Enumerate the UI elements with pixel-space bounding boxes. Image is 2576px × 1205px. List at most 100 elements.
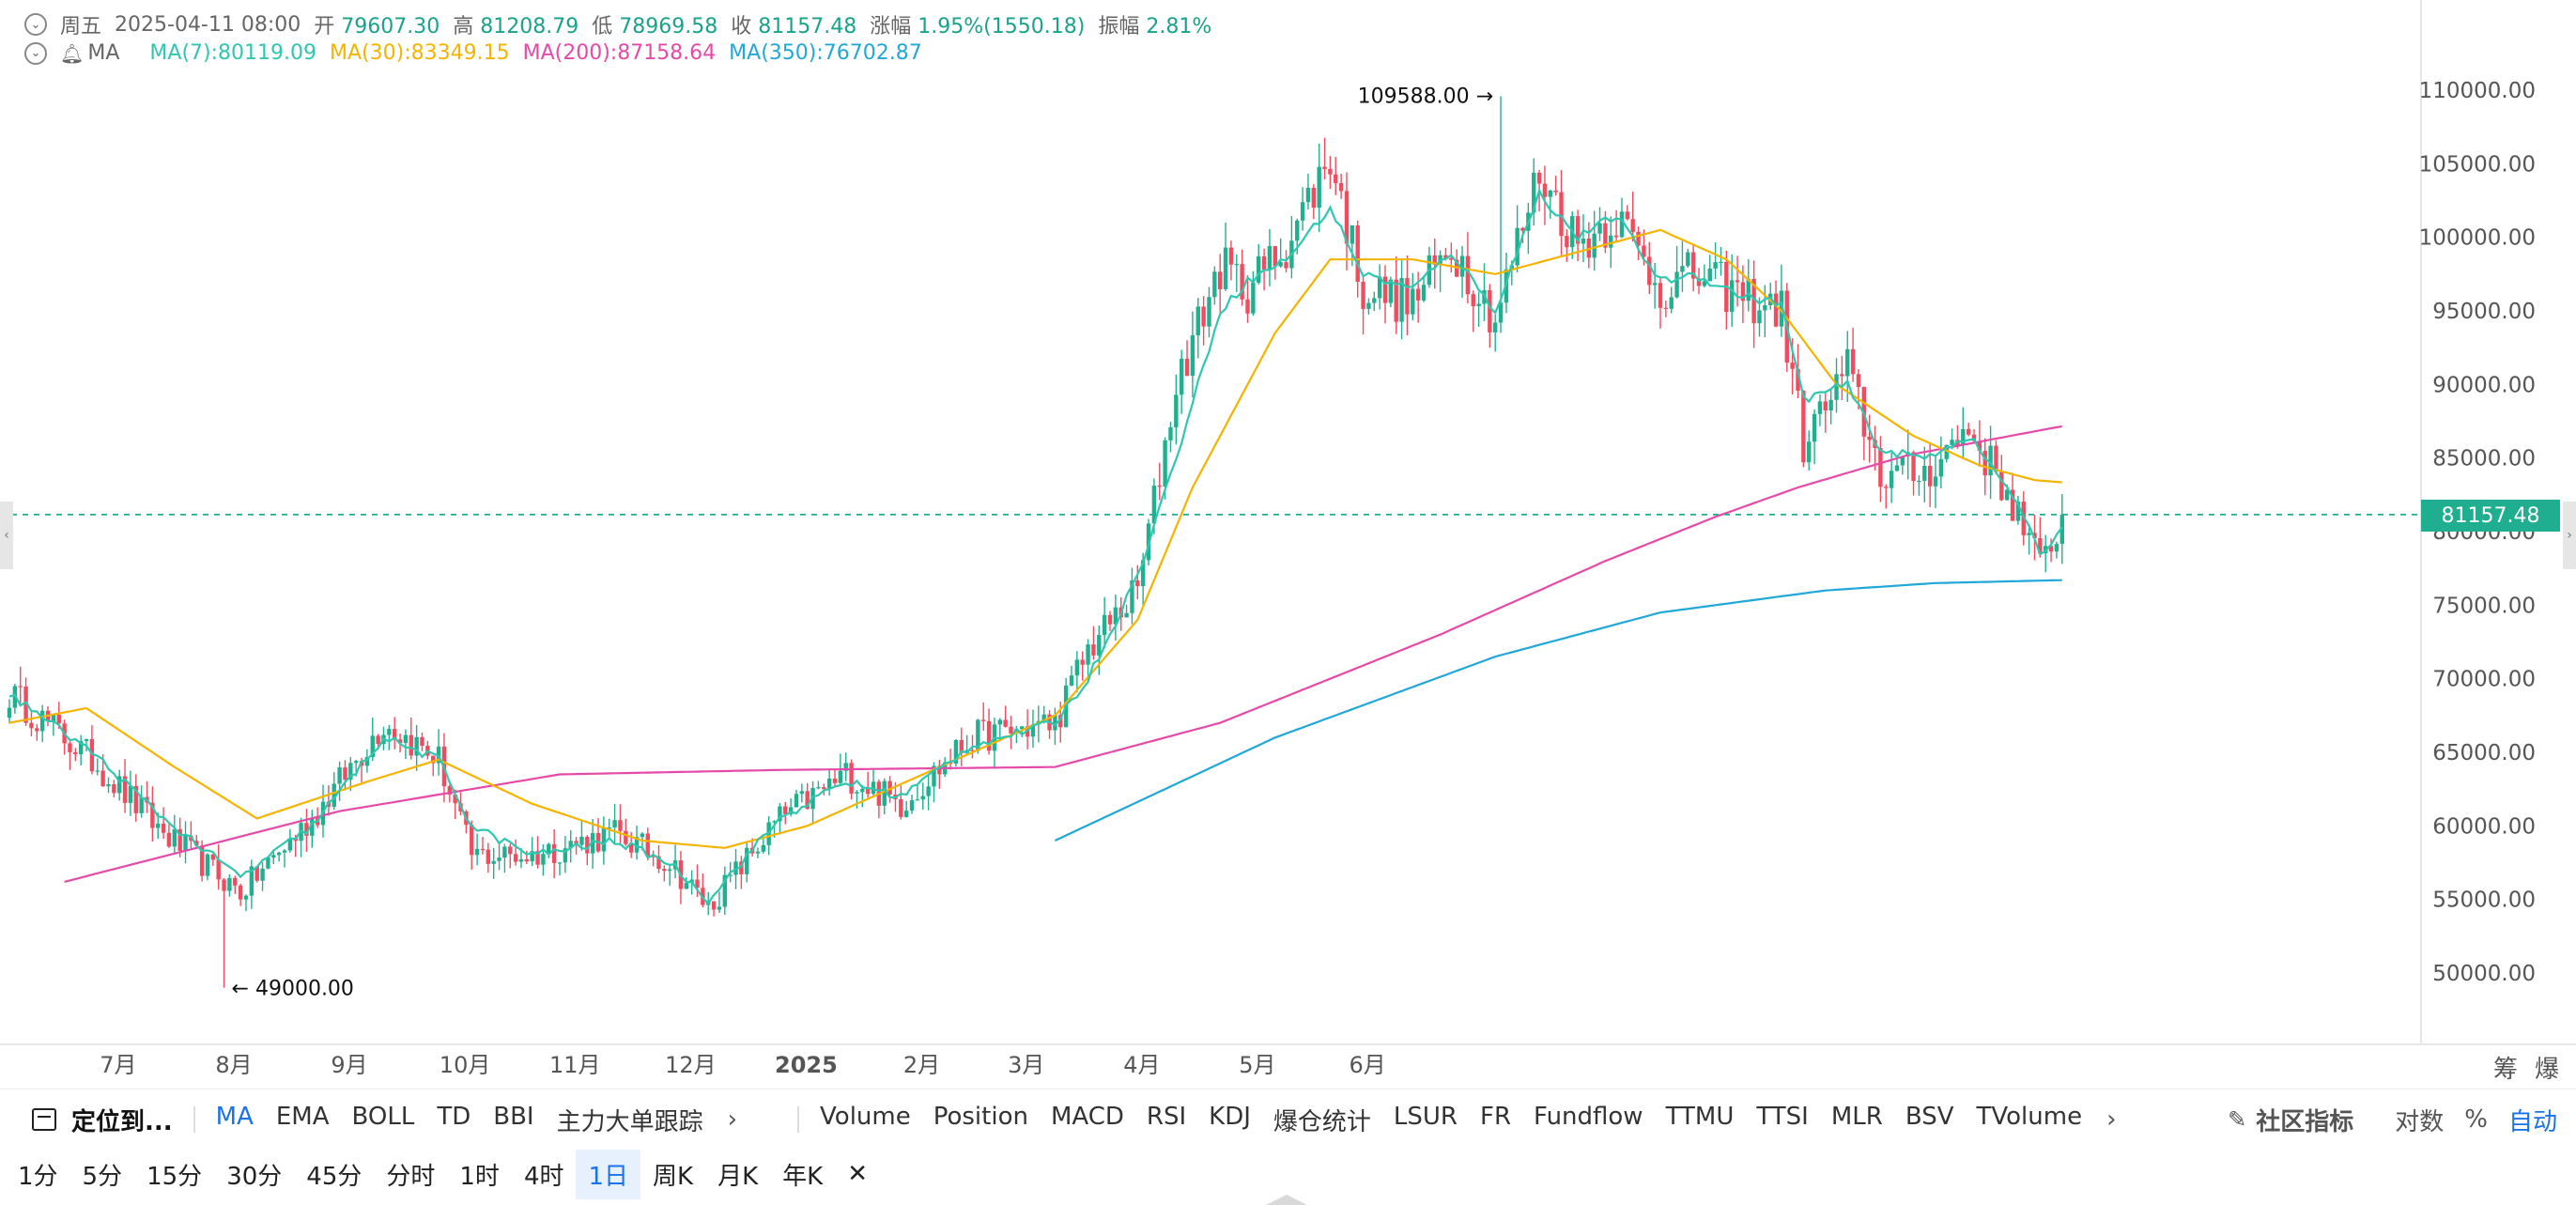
main-indicator-4[interactable]: BBI [493, 1102, 534, 1131]
candle-body [222, 879, 226, 891]
auto-scale-toggle[interactable]: 自动 [2507, 1107, 2557, 1136]
sub-indicator-0[interactable]: Volume [820, 1102, 911, 1131]
sub-indicator-5[interactable]: 爆仓统计 [1273, 1107, 1371, 1136]
sub-indicator-10[interactable]: TTSI [1756, 1102, 1809, 1131]
sub-indicator-11[interactable]: MLR [1830, 1102, 1883, 1131]
collapse-chevron-icon[interactable]: ⌄ [24, 41, 47, 65]
candle-body [761, 844, 766, 852]
y-tick-label: 105000.00 [2419, 152, 2536, 177]
candle-body [722, 874, 727, 907]
sub-indicator-13[interactable]: TVolume [1976, 1102, 2083, 1131]
candle-body [1284, 262, 1288, 269]
candle-body [1355, 224, 1360, 283]
candle-body [1613, 235, 1619, 238]
main-indicator-2[interactable]: BOLL [351, 1102, 415, 1131]
timeframe-2[interactable]: 15分 [147, 1162, 203, 1191]
sub-indicator-7[interactable]: FR [1480, 1102, 1512, 1131]
candle-body [35, 728, 39, 732]
timeframe-9[interactable]: 周K [653, 1162, 694, 1191]
candlestick-chart[interactable]: 110000.00 105000.00 100000.00 95000.00 90000… [0, 0, 2576, 1089]
candle-body [1553, 190, 1558, 193]
change-label: 涨幅 [870, 15, 912, 39]
ma-legend-label[interactable]: MA [87, 41, 120, 65]
candle-body [95, 770, 100, 772]
chevron-right-icon[interactable]: › [2106, 1105, 2117, 1134]
timeframe-7[interactable]: 4时 [523, 1162, 564, 1191]
candle-body [1581, 239, 1586, 244]
sub-indicator-4[interactable]: KDJ [1209, 1102, 1251, 1131]
log-scale-toggle[interactable]: 对数 [2395, 1107, 2445, 1136]
candle-body [1234, 264, 1239, 266]
timeframe-0[interactable]: 1分 [18, 1162, 58, 1191]
x-tick-label: 8月 [215, 1052, 252, 1078]
edit-icon[interactable]: ✎ [2228, 1106, 2247, 1133]
sub-indicator-1[interactable]: Position [933, 1102, 1028, 1131]
left-scroll-handle[interactable]: ‹ [0, 502, 13, 569]
sub-indicator-8[interactable]: Fundflow [1534, 1102, 1643, 1131]
main-indicator-1[interactable]: EMA [275, 1102, 330, 1131]
candle-body [551, 843, 557, 863]
candle-body [1999, 471, 2004, 501]
timeframe-6[interactable]: 1时 [459, 1162, 500, 1191]
right-scroll-handle[interactable]: › [2563, 502, 2576, 569]
candle-body [1267, 246, 1273, 270]
candle-body [1328, 168, 1333, 175]
candle-body [1867, 436, 1872, 440]
bell-icon[interactable]: 🔔︎ [60, 41, 85, 65]
candle-body [1179, 358, 1184, 395]
candle-body [1971, 434, 1977, 441]
info-datetime: 2025-04-11 08:00 [115, 12, 301, 37]
sub-indicator-9[interactable]: TTMU [1665, 1102, 1735, 1131]
candle-body [249, 866, 255, 896]
candle-body [1322, 166, 1327, 169]
timeframe-8[interactable]: 1日 [576, 1149, 641, 1199]
chevron-right-icon[interactable]: › [727, 1105, 738, 1134]
main-indicator-0[interactable]: MA [215, 1102, 254, 1131]
candle-body [39, 710, 45, 732]
moving-averages [0, 187, 2421, 905]
candle-body [1041, 714, 1046, 721]
main-indicator-3[interactable]: TD [437, 1102, 471, 1131]
candle-body [899, 798, 903, 817]
candle-body [1680, 266, 1685, 272]
main-indicator-5[interactable]: 主力大单跟踪 [556, 1107, 703, 1136]
candle-body [497, 857, 501, 861]
candle-body [1334, 174, 1338, 184]
timeframe-1[interactable]: 5分 [82, 1162, 123, 1191]
locate-button[interactable]: 定位到... [0, 1103, 173, 1137]
collapse-chevron-icon[interactable]: ⌄ [24, 13, 47, 36]
candle-body [607, 827, 611, 829]
timeframe-11[interactable]: 年K [782, 1162, 824, 1191]
candle-body [860, 788, 865, 793]
timeframe-4[interactable]: 45分 [306, 1162, 362, 1191]
timeframe-3[interactable]: 30分 [226, 1162, 283, 1191]
candle-body [1961, 428, 1966, 445]
candle-body [1399, 278, 1404, 322]
close-icon[interactable]: ✕ [847, 1160, 869, 1188]
candle-body [480, 848, 486, 851]
panel-expand-handle[interactable] [1266, 1195, 1307, 1205]
sub-indicator-6[interactable]: LSUR [1393, 1102, 1458, 1131]
candle-body [51, 714, 56, 722]
timeframe-10[interactable]: 月K [717, 1162, 759, 1191]
percent-scale-toggle[interactable]: % [2464, 1105, 2488, 1134]
candle-body [590, 832, 595, 854]
x-tick-label: 12月 [665, 1052, 717, 1078]
chips-toggle[interactable]: 筹 [2493, 1056, 2519, 1084]
candle-body [1454, 259, 1459, 277]
candle-body [216, 859, 221, 880]
candle-body [656, 856, 661, 870]
candle-body [1350, 224, 1355, 244]
community-indicator-button[interactable]: 社区指标 [2256, 1107, 2354, 1136]
sub-indicator-3[interactable]: RSI [1146, 1102, 1187, 1131]
candle-body [1542, 183, 1548, 197]
sub-indicator-2[interactable]: MACD [1050, 1102, 1124, 1131]
amplitude-label: 振幅 [1098, 15, 1140, 39]
candle-body [1053, 715, 1057, 731]
candle-body [1796, 368, 1800, 392]
timeframe-5[interactable]: 分时 [386, 1162, 436, 1191]
sub-indicator-12[interactable]: BSV [1905, 1102, 1954, 1131]
liquidation-toggle[interactable]: 爆 [2535, 1056, 2560, 1084]
candle-body [645, 833, 650, 857]
candle-body [1184, 358, 1190, 377]
